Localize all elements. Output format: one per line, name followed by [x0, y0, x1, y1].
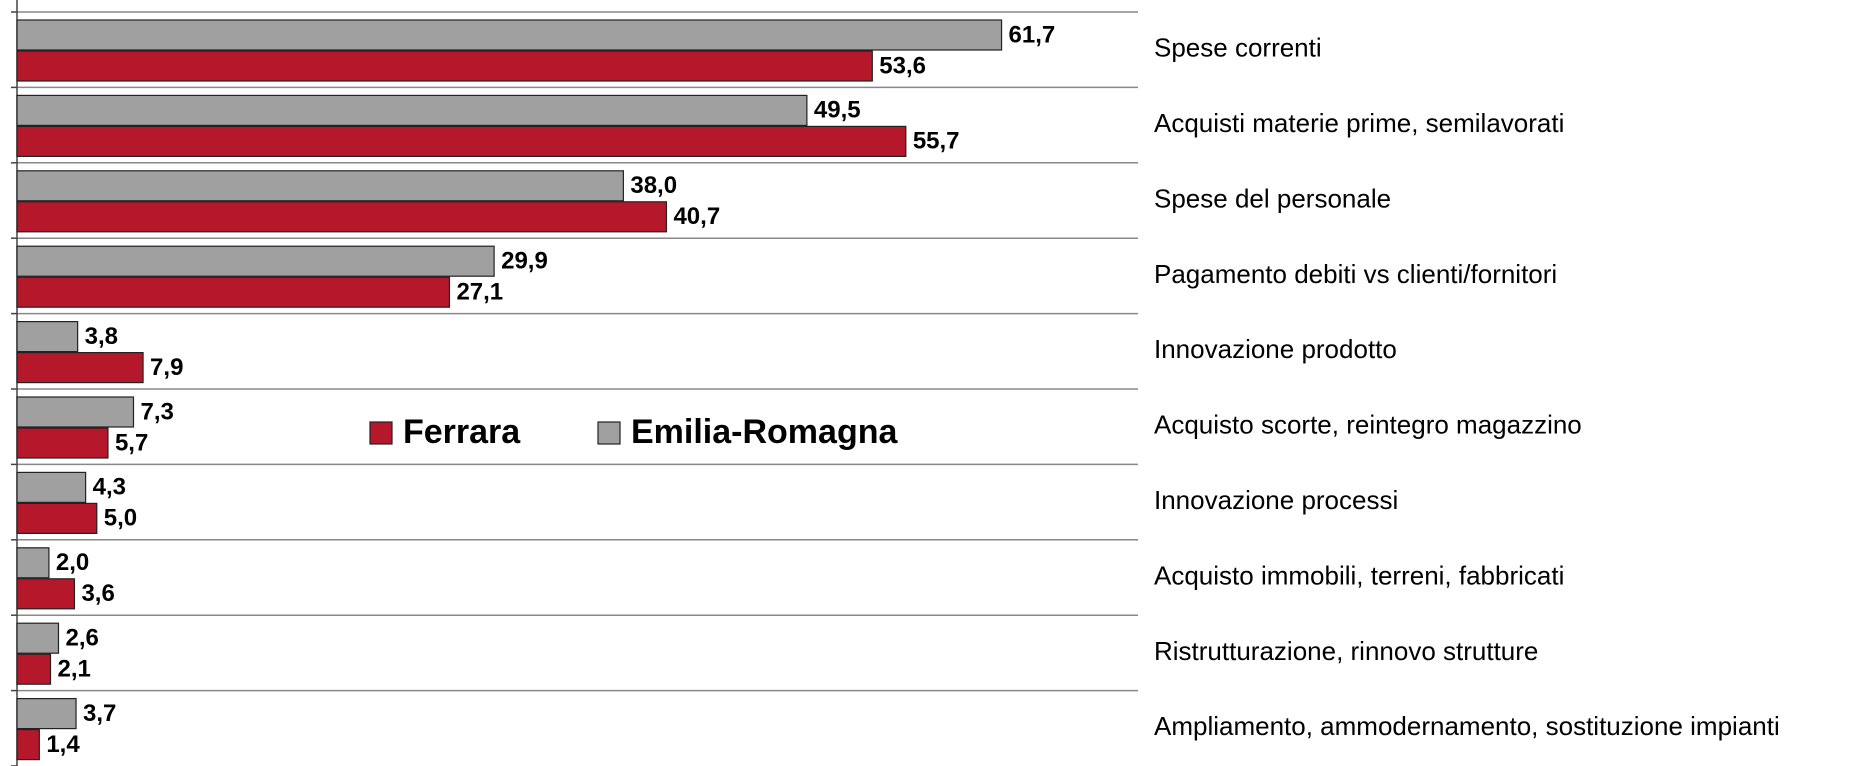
- value-label: 40,7: [673, 203, 720, 230]
- category-label: Ampliamento, ammodernamento, sostituzion…: [1154, 711, 1780, 741]
- legend-swatch: [597, 421, 621, 445]
- bar: [16, 578, 76, 610]
- legend-label: Ferrara: [403, 413, 521, 451]
- bar: [16, 471, 87, 503]
- bar: [16, 170, 624, 202]
- bar: [16, 622, 60, 654]
- bar: [16, 697, 77, 730]
- category-label: Acquisti materie prime, semilavorati: [1154, 108, 1564, 138]
- category-label: Innovazione prodotto: [1154, 334, 1397, 364]
- bar: [16, 396, 135, 428]
- value-label: 29,9: [501, 248, 548, 275]
- category-label: Pagamento debiti vs clienti/fornitori: [1154, 259, 1557, 289]
- value-label: 27,1: [456, 279, 503, 306]
- bar: [16, 352, 144, 384]
- bar: [16, 50, 873, 82]
- value-label: 2,1: [58, 656, 91, 683]
- bar: [16, 201, 668, 233]
- legend-label: Emilia-Romagna: [631, 413, 898, 451]
- bar: [16, 245, 495, 277]
- bar: [16, 502, 98, 534]
- value-label: 4,3: [93, 474, 126, 501]
- value-label: 61,7: [1009, 21, 1056, 48]
- category-label: Ristrutturazione, rinnovo strutture: [1154, 636, 1538, 666]
- value-label: 7,9: [150, 354, 183, 381]
- value-label: 5,0: [104, 505, 137, 532]
- category-label: Acquisto scorte, reintegro magazzino: [1154, 410, 1582, 440]
- value-label: 55,7: [913, 128, 960, 155]
- bar: [16, 728, 40, 761]
- value-label: 3,7: [83, 700, 116, 727]
- value-label: 38,0: [630, 172, 677, 199]
- bar: [16, 321, 79, 353]
- bar: [16, 19, 1003, 51]
- bar: [16, 427, 109, 459]
- value-label: 49,5: [814, 97, 861, 124]
- legend-swatch: [369, 421, 393, 445]
- bar: [16, 276, 451, 308]
- category-label: Spese correnti: [1154, 33, 1322, 63]
- value-label: 53,6: [879, 52, 926, 79]
- category-label: Spese del personale: [1154, 183, 1391, 213]
- bar: [16, 94, 808, 127]
- value-label: 3,8: [85, 323, 118, 350]
- bar: [16, 653, 52, 685]
- bar: [16, 125, 907, 158]
- category-label: Acquisto immobili, terreni, fabbricati: [1154, 560, 1564, 590]
- value-label: 2,6: [65, 625, 98, 652]
- value-label: 1,4: [46, 731, 80, 758]
- value-label: 5,7: [115, 429, 148, 456]
- bar: [16, 547, 50, 579]
- value-label: 7,3: [140, 398, 173, 425]
- category-label: Innovazione processi: [1154, 485, 1398, 515]
- value-label: 3,6: [81, 580, 114, 607]
- value-label: 2,0: [56, 549, 89, 576]
